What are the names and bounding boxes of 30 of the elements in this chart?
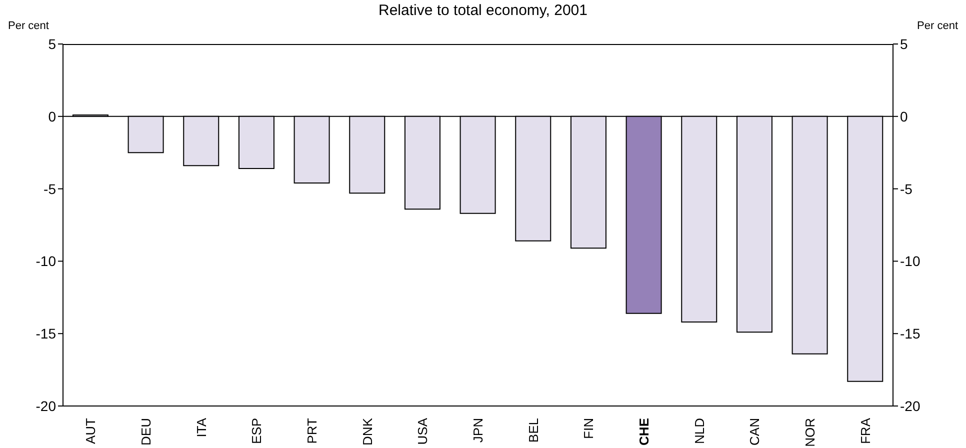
x-tick-label: PRT [304,418,320,444]
y-tick-label: -20 [36,398,56,414]
y-tick-label: -15 [36,326,56,342]
y2-tick-label: -5 [900,180,913,197]
y-tick-label: 0 [48,108,56,124]
x-tick-label: JPN [470,418,486,443]
x-tick-label: ITA [194,418,209,438]
x-tick-label: ESP [249,418,264,444]
y-axis-title: Per cent [8,20,49,32]
y-tick-label: -10 [36,253,56,270]
x-tick-label: DEU [138,418,154,446]
x-tick-label: NOR [802,418,818,447]
x-tick-label: AUT [83,418,98,444]
chart-title: Relative to total economy, 2001 [377,2,588,19]
x-tick-label: NLD [692,418,707,444]
x-tick-label: BEL [526,418,541,443]
y2-tick-label: -15 [900,326,920,342]
y2-tick-label: -20 [900,398,920,414]
y2-axis-title: Per cent [917,20,958,32]
x-tick-label: CAN [747,418,762,446]
y-tick-label: 5 [48,36,56,52]
x-tick-label: DNK [360,418,375,446]
x-tick-label: FIN [581,418,596,439]
y2-tick-label: 5 [900,36,908,52]
y2-tick-label: 0 [900,108,908,124]
x-tick-label: FRA [858,418,873,444]
x-tick-label: CHE [636,418,652,446]
x-tick-label: USA [415,418,430,445]
y2-tick-label: -10 [900,253,920,270]
y-tick-label: -5 [44,180,56,197]
